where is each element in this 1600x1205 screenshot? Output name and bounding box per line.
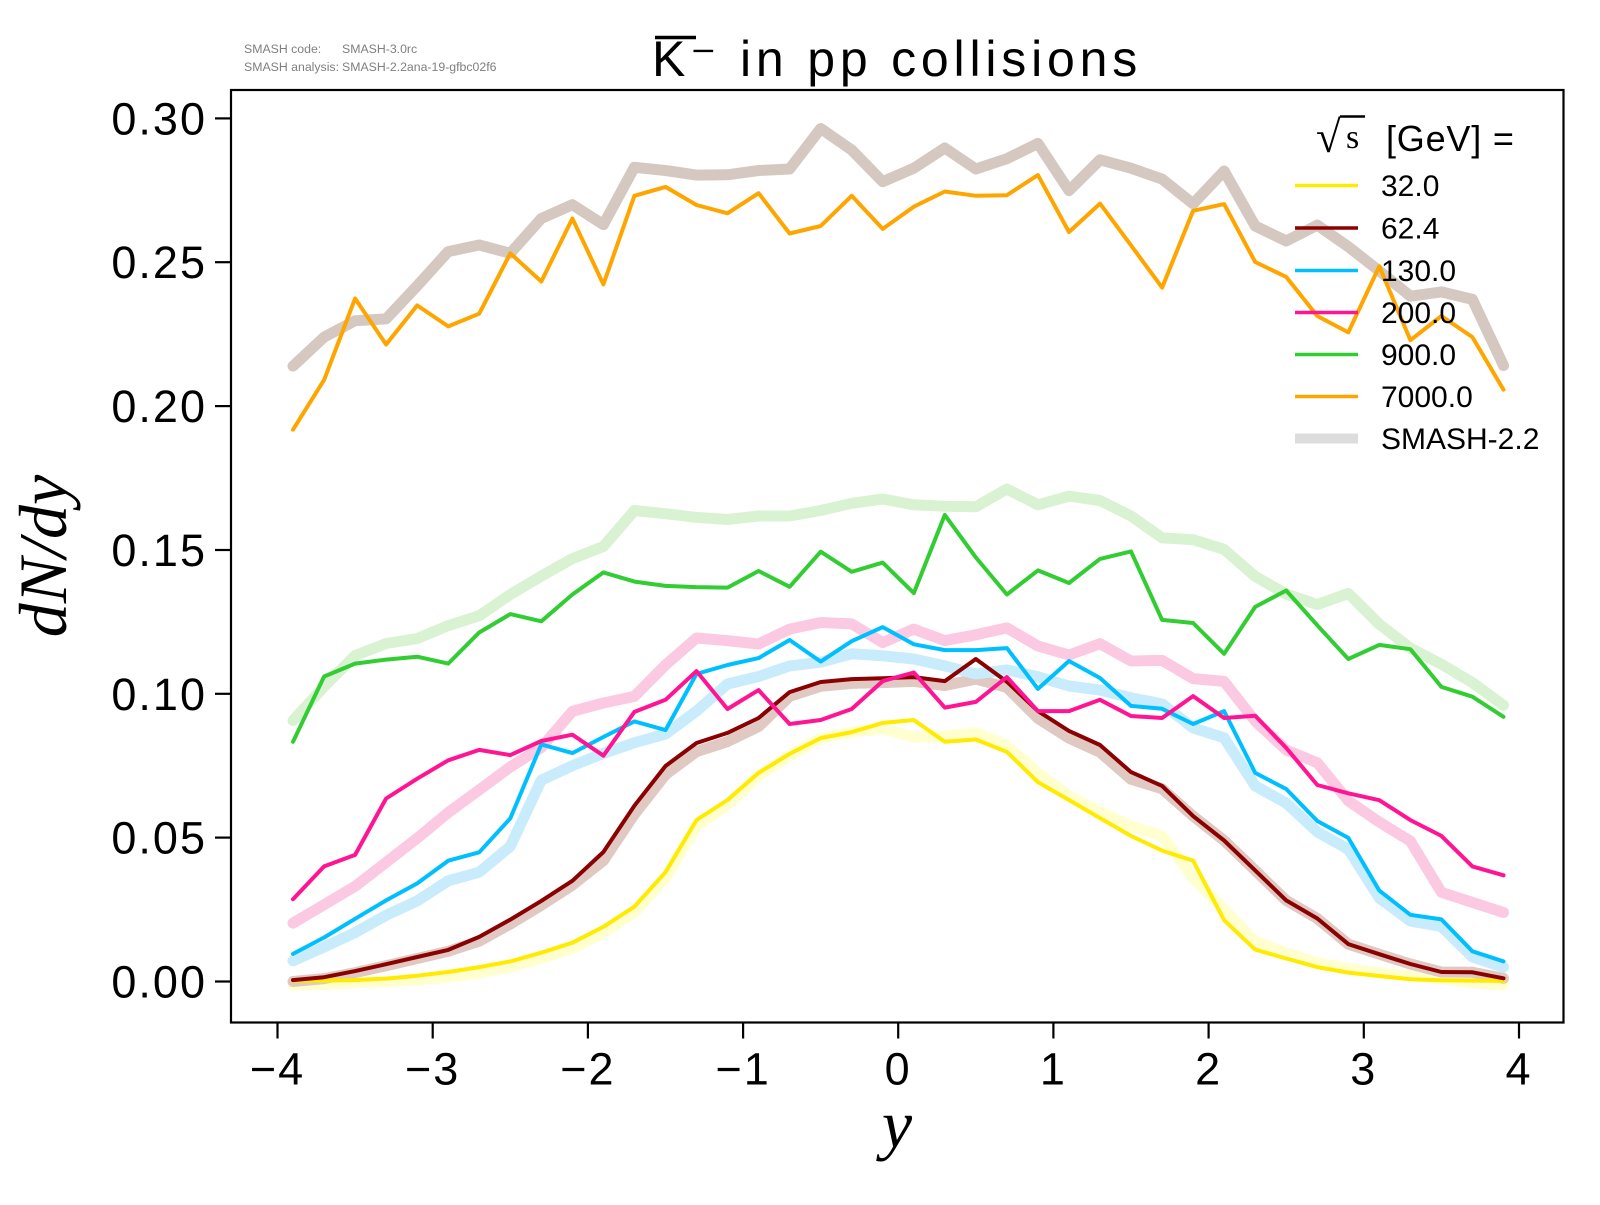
svg-text:62.4: 62.4	[1381, 213, 1439, 246]
svg-text:SMASH-2.2ana-19-gfbc02f6: SMASH-2.2ana-19-gfbc02f6	[342, 60, 497, 74]
svg-text:[GeV] =: [GeV] =	[1386, 118, 1515, 159]
svg-text:s: s	[1346, 119, 1359, 156]
svg-text:4: 4	[1505, 1044, 1532, 1095]
svg-text:−4: −4	[250, 1044, 305, 1095]
svg-text:1: 1	[1040, 1044, 1067, 1095]
svg-text:0.05: 0.05	[111, 813, 207, 864]
svg-text:900.0: 900.0	[1381, 339, 1456, 372]
svg-text:SMASH code:: SMASH code:	[244, 42, 321, 56]
svg-text:0.15: 0.15	[111, 525, 207, 576]
svg-text:−2: −2	[560, 1044, 615, 1095]
svg-text:SMASH-3.0rc: SMASH-3.0rc	[342, 42, 417, 56]
svg-text:K⁻ in pp collisions: K⁻ in pp collisions	[652, 31, 1142, 87]
svg-text:SMASH-2.2: SMASH-2.2	[1381, 423, 1539, 456]
svg-text:130.0: 130.0	[1381, 255, 1456, 288]
svg-text:2: 2	[1195, 1044, 1222, 1095]
svg-text:y: y	[876, 1086, 913, 1162]
svg-text:√: √	[1316, 112, 1341, 162]
svg-text:0.20: 0.20	[111, 381, 207, 432]
svg-text:200.0: 200.0	[1381, 297, 1456, 330]
svg-text:7000.0: 7000.0	[1381, 381, 1473, 414]
svg-text:−3: −3	[405, 1044, 460, 1095]
svg-text:0: 0	[885, 1044, 912, 1095]
svg-text:3: 3	[1350, 1044, 1377, 1095]
svg-text:dN/dy: dN/dy	[5, 474, 81, 637]
svg-text:−1: −1	[715, 1044, 770, 1095]
svg-text:0.10: 0.10	[111, 669, 207, 720]
svg-text:0.25: 0.25	[111, 237, 207, 288]
svg-text:SMASH analysis:: SMASH analysis:	[244, 60, 339, 74]
svg-text:0.30: 0.30	[111, 93, 207, 144]
svg-text:32.0: 32.0	[1381, 170, 1439, 203]
svg-text:0.00: 0.00	[111, 957, 207, 1008]
